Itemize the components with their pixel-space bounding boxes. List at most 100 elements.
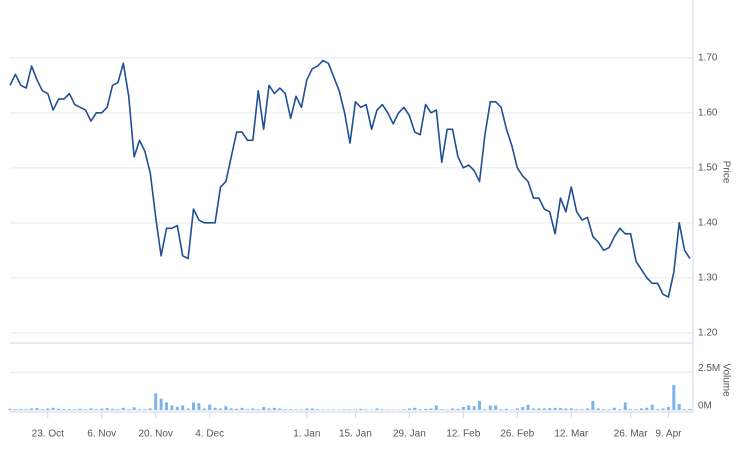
volume-bar	[316, 409, 320, 410]
volume-bar	[30, 408, 34, 410]
volume-bar	[267, 408, 271, 410]
volume-bar	[218, 408, 222, 410]
volume-bar	[186, 408, 190, 410]
volume-bar	[629, 409, 633, 410]
x-tick-label: 26. Feb	[500, 429, 534, 440]
volume-bar	[429, 408, 433, 410]
volume-bar	[154, 393, 158, 410]
volume-bar	[116, 409, 120, 410]
volume-bar	[591, 400, 595, 410]
y-tick-label: 1.40	[698, 217, 718, 228]
volume-bar	[175, 406, 179, 410]
volume-bar	[143, 409, 147, 410]
volume-bar	[380, 409, 384, 410]
y2-tick-label: 2.5M	[698, 363, 720, 374]
volume-bar	[612, 407, 616, 410]
x-tick-label: 6. Nov	[87, 429, 116, 440]
volume-bar	[461, 406, 465, 410]
volume-bar	[105, 408, 109, 410]
volume-bar	[89, 408, 93, 410]
volume-bar	[251, 408, 255, 410]
volume-bar	[62, 409, 66, 410]
volume-bar	[515, 408, 519, 410]
volume-bar	[240, 407, 244, 410]
volume-bar	[402, 409, 406, 410]
x-tick-label: 9. Apr	[655, 429, 682, 440]
x-tick-label: 20. Nov	[138, 429, 172, 440]
volume-bar	[132, 407, 136, 410]
volume-bar	[359, 408, 363, 410]
volume-bar	[299, 409, 303, 410]
x-tick-label: 29. Jan	[393, 429, 426, 440]
volume-bar	[170, 405, 174, 410]
volume-bar	[148, 408, 152, 410]
volume-bar	[229, 408, 233, 410]
volume-bar	[558, 408, 562, 410]
volume-bar	[483, 409, 487, 410]
volume-bar	[283, 409, 287, 410]
volume-bar	[8, 408, 12, 410]
volume-bar	[650, 404, 654, 410]
volume-bar	[569, 408, 573, 410]
volume-bar	[434, 405, 438, 410]
volume-bar	[67, 409, 71, 410]
volume-bar	[585, 408, 589, 410]
volume-bar	[602, 409, 606, 410]
volume-bar	[467, 405, 471, 410]
volume-bar	[111, 408, 115, 410]
x-tick-label: 15. Jan	[339, 429, 372, 440]
volume-bar	[575, 409, 579, 410]
y-tick-label: 1.70	[698, 52, 718, 63]
volume-bar	[580, 409, 584, 410]
volume-bar	[407, 408, 411, 410]
volume-bar	[666, 406, 670, 410]
volume-bar	[488, 405, 492, 410]
x-tick-label: 23. Oct	[32, 429, 64, 440]
volume-bar	[78, 408, 82, 410]
volume-bar	[440, 409, 444, 410]
volume-bar	[127, 409, 131, 410]
y2-axis-title: Volume	[720, 363, 731, 397]
x-tick-label: 1. Jan	[293, 429, 320, 440]
volume-bar	[499, 409, 503, 410]
volume-bar	[548, 408, 552, 410]
volume-bar	[159, 398, 163, 410]
volume-bar	[677, 403, 681, 410]
x-tick-label: 4. Dec	[195, 429, 224, 440]
volume-bar	[343, 409, 347, 410]
volume-bar	[418, 409, 422, 410]
volume-bar	[656, 409, 660, 410]
volume-bar	[19, 409, 23, 410]
volume-bar	[100, 408, 104, 410]
price-line	[9, 59, 691, 298]
volume-bar	[310, 408, 314, 410]
volume-bar	[191, 402, 195, 410]
volume-bar	[305, 408, 309, 410]
volume-bar	[202, 408, 206, 410]
volume-bar	[542, 408, 546, 410]
volume-bar	[526, 404, 530, 410]
volume-bar	[537, 408, 541, 410]
volume-bar	[413, 407, 417, 410]
volume-bar	[13, 409, 17, 410]
volume-bar	[623, 402, 627, 410]
volume-bar	[181, 405, 185, 410]
volume-bar	[348, 409, 352, 410]
volume-bar	[456, 408, 460, 410]
volume-bar	[272, 407, 276, 410]
volume-bar	[84, 409, 88, 410]
y-tick-label: 1.50	[698, 162, 718, 173]
volume-bar	[596, 408, 600, 410]
volume-bar	[553, 407, 557, 410]
volume-bar	[672, 385, 676, 410]
volume-bar	[73, 409, 77, 410]
volume-bar	[35, 408, 39, 410]
y-tick-label: 1.30	[698, 272, 718, 283]
volume-bar	[661, 408, 665, 410]
y2-tick-label: 0M	[698, 401, 712, 412]
volume-bar	[256, 409, 260, 410]
volume-bar	[645, 407, 649, 410]
volume-bar	[224, 406, 228, 410]
volume-bar	[51, 407, 55, 410]
